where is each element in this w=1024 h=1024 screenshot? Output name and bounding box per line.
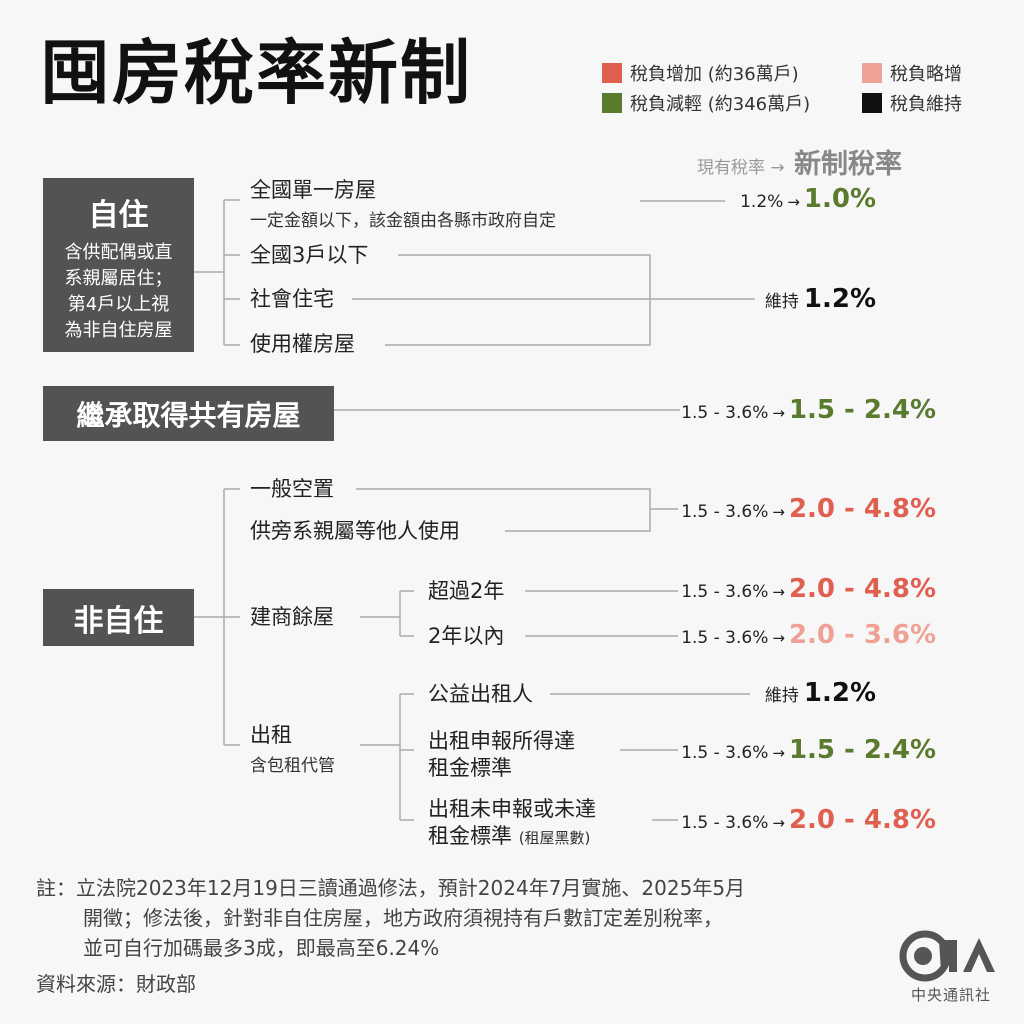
rent-reported-label: 出租申報所得達 租金標準 (428, 728, 575, 782)
legend-label: 稅負增加 (約36萬戶) (630, 64, 799, 85)
new-rate: 2.0 - 3.6% (788, 620, 936, 650)
single-house-sub: 一定金額以下，該金額由各縣市政府自定 (250, 211, 556, 231)
footnote-line: 開徵；修法後，針對非自住房屋，地方政府須視持有戶數訂定差別稅率， (83, 906, 723, 930)
footnote: 註：立法院2023年12月19日三讀通過修法，預計2024年7月實施、2025年… (36, 873, 896, 963)
self-use-desc-line: 系親屬居住； (64, 268, 173, 289)
self-use-box: 自住 含供配偶或直 系親屬居住； 第4戶以上視 為非自住房屋 (43, 178, 194, 352)
charity-landlord-label: 公益出租人 (428, 682, 533, 706)
rate-rent-unreported: 1.5 - 3.6% → 2.0 - 4.8% (616, 805, 936, 835)
self-use-desc-line: 含供配偶或直 (64, 242, 173, 263)
self-use-title: 自住 (88, 198, 149, 233)
legend-decrease: 稅負減輕 (約346萬戶) (602, 90, 810, 116)
rate-over-2-years: 1.5 - 3.6% → 2.0 - 4.8% (616, 574, 936, 604)
new-rate: 1.2% (803, 284, 876, 314)
current-rate: 1.5 - 3.6% (681, 403, 769, 423)
rent-unreported-line: 租金標準 (428, 824, 512, 848)
rent-label: 出租 (250, 723, 292, 747)
new-rate: 1.2% (803, 678, 876, 708)
inherit-box: 繼承取得共有房屋 (43, 386, 334, 441)
self-use-desc-line: 第4戶以上視 (67, 294, 170, 315)
logo-name: 中央通訊社 (910, 986, 991, 1004)
current-rate: 維持 (764, 292, 799, 312)
arrow: → (772, 744, 785, 762)
rate-vacant: 1.5 - 3.6% → 2.0 - 4.8% (616, 494, 936, 524)
inherit-title: 繼承取得共有房屋 (76, 398, 301, 432)
three-houses-label: 全國3戶以下 (250, 243, 369, 267)
non-self-box: 非自住 (43, 589, 194, 646)
footnote-prefix: 註： (36, 876, 76, 900)
legend-swatch-decrease (602, 93, 622, 113)
relatives-label: 供旁系親屬等他人使用 (250, 519, 460, 543)
cna-logo-icon: CNA (899, 930, 995, 982)
rate-within-2-years: 1.5 - 3.6% → 2.0 - 3.6% (616, 620, 936, 650)
rate-self-use-group: 維持 1.2% (556, 284, 876, 314)
header-current: 現有稅率 (697, 158, 765, 178)
legend-label: 稅負略增 (890, 64, 962, 85)
arrow: → (772, 404, 785, 422)
new-rate: 2.0 - 4.8% (788, 494, 936, 524)
legend-swatch-maintain (862, 93, 882, 113)
current-rate: 1.5 - 3.6% (681, 582, 769, 602)
footnote-line: 立法院2023年12月19日三讀通過修法，預計2024年7月實施、2025年5月 (76, 876, 746, 900)
current-rate: 1.5 - 3.6% (681, 813, 769, 833)
arrow: → (772, 503, 785, 521)
current-rate: 1.5 - 3.6% (681, 628, 769, 648)
new-rate: 1.5 - 2.4% (788, 395, 936, 425)
rent-sub: 含包租代管 (250, 756, 335, 776)
header-arrow: → (770, 158, 785, 178)
usage-right-label: 使用權房屋 (250, 332, 355, 356)
rate-column-header: 現有稅率 → 新制稅率 (697, 142, 902, 181)
current-rate: 1.2% (740, 192, 784, 212)
rent-unreported-label: 出租未申報或未達 租金標準 (租屋黑數) (428, 796, 596, 852)
new-rate: 2.0 - 4.8% (788, 574, 936, 604)
arrow: → (787, 193, 800, 211)
new-rate: 2.0 - 4.8% (788, 805, 936, 835)
current-rate: 維持 (764, 686, 799, 706)
single-house-label: 全國單一房屋 (250, 178, 376, 202)
legend-label: 稅負減輕 (約346萬戶) (630, 94, 811, 115)
non-self-title: 非自住 (73, 603, 164, 639)
vacant-label: 一般空置 (250, 477, 334, 501)
arrow: → (772, 814, 785, 832)
rent-reported-line: 租金標準 (428, 756, 512, 780)
self-use-desc-line: 為非自住房屋 (64, 320, 173, 341)
current-rate: 1.5 - 3.6% (681, 743, 769, 763)
header-new: 新制稅率 (794, 149, 903, 180)
rate-single-house: 1.2% → 1.0% (556, 184, 876, 214)
arrow: → (772, 583, 785, 601)
legend-increase: 稅負增加 (約36萬戶) (602, 60, 799, 86)
legend-maintain: 稅負維持 (862, 90, 962, 116)
rate-rent-reported: 1.5 - 3.6% → 1.5 - 2.4% (616, 735, 936, 765)
new-rate: 1.5 - 2.4% (788, 735, 936, 765)
legend-slight: 稅負略增 (862, 60, 962, 86)
builder-label: 建商餘屋 (250, 605, 334, 629)
within-2-years-label: 2年以內 (428, 624, 505, 648)
legend-label: 稅負維持 (890, 94, 962, 115)
arrow: → (772, 629, 785, 647)
legend-swatch-slight (862, 63, 882, 83)
logo-mark: CNA (951, 977, 953, 980)
source: 資料來源：財政部 (36, 972, 196, 996)
over-2-years-label: 超過2年 (428, 579, 505, 603)
cna-logo: CNA 中央通訊社 (898, 930, 1004, 1005)
new-rate: 1.0% (803, 184, 876, 214)
legend-swatch-increase (602, 63, 622, 83)
rent-reported-line: 出租申報所得達 (428, 729, 575, 753)
current-rate: 1.5 - 3.6% (681, 502, 769, 522)
rate-inherit: 1.5 - 3.6% → 1.5 - 2.4% (616, 395, 936, 425)
page-title: 囤房稅率新制 (40, 32, 472, 114)
rent-unreported-note: (租屋黑數) (518, 829, 591, 847)
rent-unreported-line: 出租未申報或未達 (428, 797, 596, 821)
social-housing-label: 社會住宅 (250, 287, 334, 311)
footnote-line: 並可自行加碼最多3成，即最高至6.24% (83, 936, 440, 960)
rate-charity-landlord: 維持 1.2% (556, 678, 876, 708)
